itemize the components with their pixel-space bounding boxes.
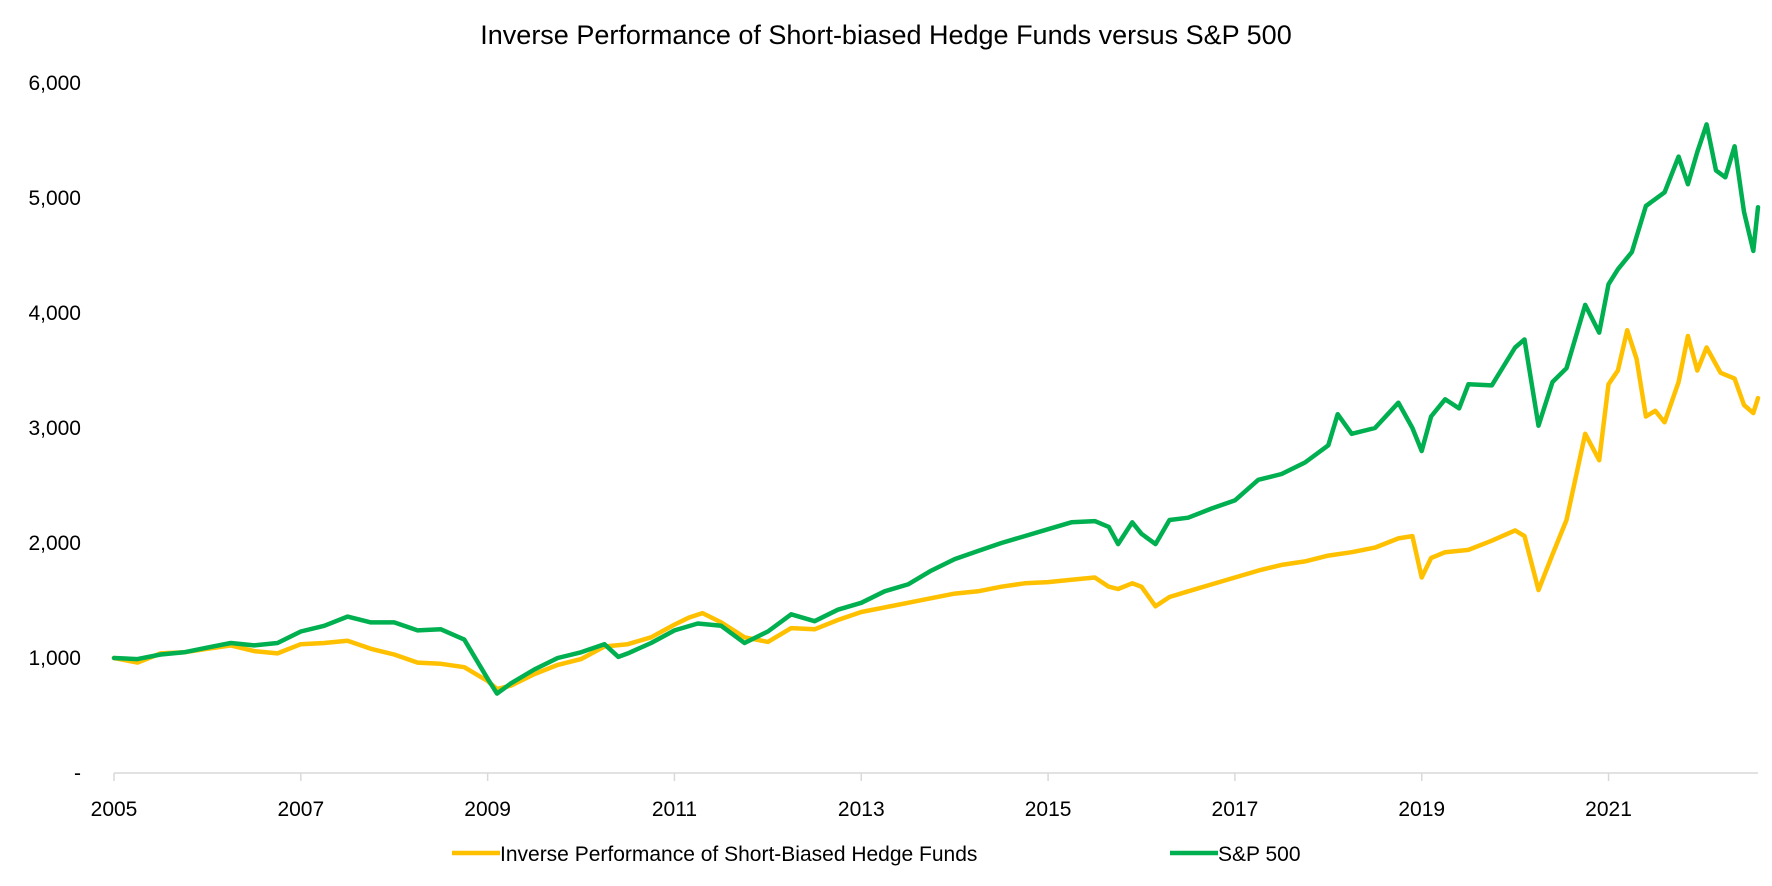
x-tick-label: 2005	[91, 798, 138, 821]
x-tick-label: 2011	[652, 798, 697, 821]
x-axis-labels: 2005 2007 2009 2011 2013 2015 2017 2019 2021	[91, 798, 1632, 821]
x-tick-label: 2009	[464, 798, 511, 821]
y-tick-label: 2,000	[28, 532, 81, 555]
chart-title: Inverse Performance of Short-biased Hedg…	[480, 20, 1291, 50]
y-tick-label: 5,000	[28, 187, 81, 210]
x-axis-ticks	[113, 773, 1610, 781]
x-tick-label: 2007	[277, 798, 324, 821]
y-tick-label: 3,000	[28, 417, 81, 440]
legend-label: Inverse Performance of Short-Biased Hedg…	[500, 843, 977, 866]
series-group	[111, 122, 1761, 696]
y-tick-label: 4,000	[28, 302, 81, 325]
y-tick-label: 1,000	[28, 647, 81, 670]
y-tick-label: -	[74, 762, 81, 785]
legend: Inverse Performance of Short-Biased Hedg…	[452, 843, 1301, 866]
x-tick-label: 2017	[1212, 798, 1259, 821]
series-line-short-biased-hedge-funds	[111, 327, 1761, 692]
x-tick-label: 2013	[838, 798, 885, 821]
legend-label: S&P 500	[1218, 843, 1301, 866]
y-axis-labels: - 1,000 2,000 3,000 4,000 5,000 6,000	[28, 72, 81, 785]
x-tick-label: 2019	[1398, 798, 1445, 821]
x-tick-label: 2015	[1025, 798, 1072, 821]
series-line-sp500	[111, 122, 1761, 696]
y-tick-label: 6,000	[28, 72, 81, 95]
x-tick-label: 2021	[1585, 798, 1632, 821]
